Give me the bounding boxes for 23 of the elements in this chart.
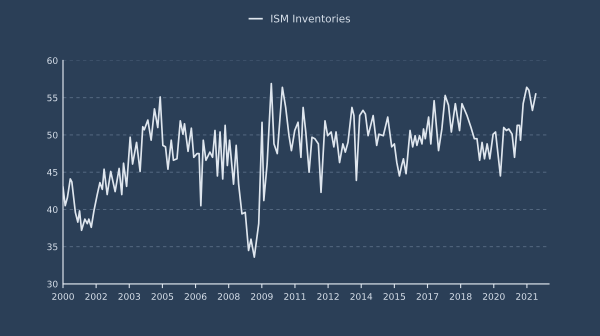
x-tick-label: 2002 <box>85 293 107 300</box>
x-tick-label: 2020 <box>482 293 505 300</box>
x-tick-label: 2008 <box>218 293 240 300</box>
y-tick-label: 55 <box>47 94 58 102</box>
x-tick-label: 2021 <box>516 293 538 300</box>
y-tick-label: 60 <box>47 57 58 64</box>
x-tick-label: 2014 <box>350 293 372 300</box>
y-tick-label: 35 <box>47 243 58 250</box>
y-tick-label: 30 <box>47 280 58 288</box>
x-tick-label: 2011 <box>284 293 306 300</box>
x-tick-label: 2015 <box>384 293 406 300</box>
x-tick-label: 2012 <box>317 293 339 300</box>
y-tick-label: 40 <box>47 206 58 213</box>
x-tick-label: 2017 <box>416 293 438 300</box>
x-tick-label: 2003 <box>118 293 140 300</box>
x-tick-label: 2005 <box>152 293 174 300</box>
x-tick-label: 2018 <box>450 293 472 300</box>
legend-label: ISM Inventories <box>271 14 350 22</box>
y-tick-label: 45 <box>47 169 58 176</box>
x-tick-label: 2006 <box>184 293 206 300</box>
y-tick-label: 50 <box>47 132 58 139</box>
x-tick-label: 2000 <box>52 293 74 300</box>
x-tick-label: 2009 <box>250 293 273 300</box>
